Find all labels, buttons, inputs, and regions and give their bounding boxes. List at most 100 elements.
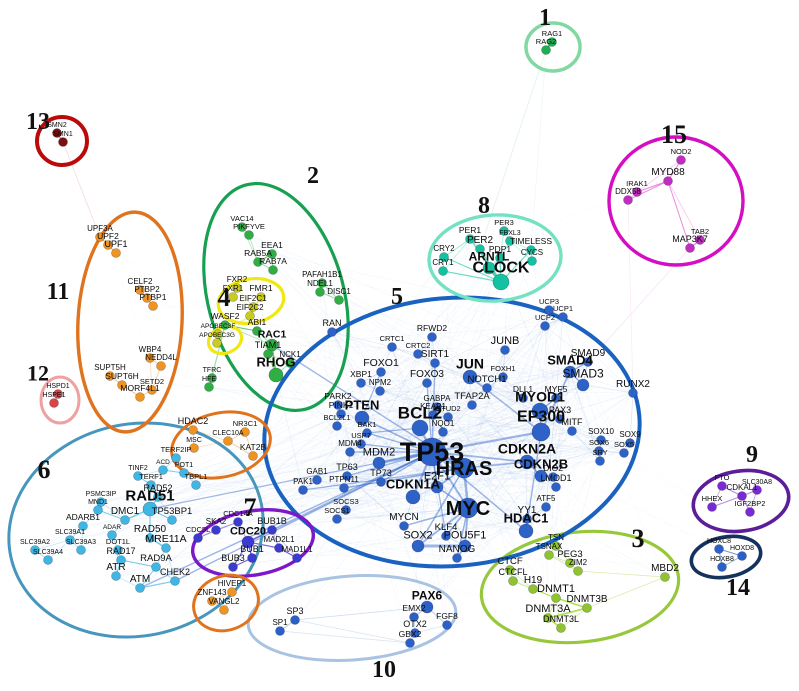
gene-node-LMOD1[interactable]: [551, 482, 561, 492]
gene-node-ARNTL[interactable]: [482, 261, 496, 275]
gene-node-SKA2[interactable]: [211, 525, 221, 535]
gene-node-EMX2[interactable]: [409, 612, 419, 622]
gene-node-BCL2L1[interactable]: [332, 421, 342, 431]
gene-node-DOT1L[interactable]: [113, 545, 123, 555]
gene-node-PAK1[interactable]: [298, 485, 308, 495]
gene-node-CRTC2[interactable]: [413, 349, 423, 359]
gene-node-SMAD9[interactable]: [583, 357, 593, 367]
gene-node-CYCS[interactable]: [527, 256, 537, 266]
gene-node-USP7[interactable]: [356, 439, 366, 449]
gene-node-MDM4[interactable]: [345, 447, 355, 457]
gene-node-FOXO3[interactable]: [422, 378, 432, 388]
gene-node-RAC1[interactable]: [265, 338, 279, 352]
gene-node-HDAC2[interactable]: [188, 425, 198, 435]
gene-node-HDAC1[interactable]: [518, 523, 534, 539]
gene-node-RAN[interactable]: [327, 327, 337, 337]
gene-node-PER2[interactable]: [475, 244, 485, 254]
gene-node-IRAK1[interactable]: [632, 187, 642, 197]
gene-node-EIF2C1[interactable]: [248, 302, 258, 312]
gene-node-PTBP1[interactable]: [148, 301, 158, 311]
gene-node-NPM2[interactable]: [375, 386, 385, 396]
gene-node-MITF[interactable]: [567, 426, 577, 436]
gene-node-DDX58[interactable]: [623, 195, 633, 205]
gene-node-MDM2[interactable]: [372, 456, 386, 470]
gene-node-HOXB8[interactable]: [717, 562, 727, 572]
gene-node-SP1[interactable]: [275, 626, 285, 636]
gene-node-SETD2[interactable]: [147, 385, 157, 395]
gene-node-DISC1[interactable]: [334, 295, 344, 305]
gene-node-HHEX[interactable]: [707, 502, 717, 512]
gene-node-PER1[interactable]: [465, 234, 475, 244]
gene-node-UPF3A[interactable]: [95, 232, 105, 242]
gene-node-EP300[interactable]: [531, 422, 551, 442]
gene-node-TSN[interactable]: [551, 541, 561, 551]
gene-node-RAD17[interactable]: [116, 555, 126, 565]
gene-node-NCK1[interactable]: [285, 358, 295, 368]
gene-node-VANGL2[interactable]: [219, 605, 229, 615]
gene-node-ZNF143[interactable]: [207, 596, 217, 606]
gene-node-DNMT3L[interactable]: [556, 623, 566, 633]
gene-node-TBPL1[interactable]: [191, 480, 201, 490]
gene-node-NQO1[interactable]: [438, 427, 448, 437]
gene-node-BUB3[interactable]: [228, 562, 238, 572]
gene-node-SP3[interactable]: [290, 615, 300, 625]
gene-node-ATR[interactable]: [111, 571, 121, 581]
gene-node-SUPT6H[interactable]: [117, 380, 127, 390]
gene-node-EIF2C2[interactable]: [245, 311, 255, 321]
gene-node-SLC39A1[interactable]: [65, 535, 75, 545]
gene-node-POT1[interactable]: [179, 468, 189, 478]
gene-node-SOX2[interactable]: [411, 539, 425, 553]
gene-node-CDKN2B[interactable]: [534, 469, 548, 483]
gene-node-TIMELESS[interactable]: [526, 245, 536, 255]
gene-node-SLC39A4[interactable]: [43, 555, 53, 565]
gene-node-WASF2[interactable]: [220, 320, 230, 330]
gene-node-IGF2BP2[interactable]: [745, 507, 755, 517]
gene-node-ZIM2[interactable]: [573, 566, 583, 576]
gene-node-GABPA[interactable]: [432, 402, 442, 412]
gene-node-WBP4[interactable]: [145, 353, 155, 363]
gene-node-TFRC[interactable]: [207, 373, 217, 383]
gene-node-MYCN[interactable]: [399, 521, 409, 531]
gene-node-SOX10[interactable]: [596, 435, 606, 445]
gene-node-TINF2[interactable]: [133, 471, 143, 481]
gene-node-MORF4L1[interactable]: [135, 392, 145, 402]
gene-node-DNMT1[interactable]: [551, 593, 561, 603]
gene-node-TSNAX[interactable]: [544, 550, 554, 560]
gene-node-NOD2[interactable]: [676, 155, 686, 165]
gene-node-FBXL3[interactable]: [505, 236, 515, 246]
gene-node-GBX2[interactable]: [405, 638, 415, 648]
gene-node-MYD88[interactable]: [663, 176, 673, 186]
gene-node-FXR1[interactable]: [228, 292, 238, 302]
gene-node-ATM[interactable]: [135, 583, 145, 593]
gene-node-RAB7A[interactable]: [268, 265, 278, 275]
gene-node-PINK1[interactable]: [336, 409, 346, 419]
gene-node-RAG1[interactable]: [547, 37, 557, 47]
gene-node-HOXD8[interactable]: [737, 551, 747, 561]
gene-node-MYC[interactable]: [457, 497, 479, 519]
gene-node-OTUD2[interactable]: [443, 412, 453, 422]
gene-node-ABI1[interactable]: [252, 326, 262, 336]
gene-node-RAB5A[interactable]: [253, 257, 263, 267]
gene-node-DMC1[interactable]: [120, 515, 130, 525]
gene-node-XBP1[interactable]: [356, 378, 366, 388]
gene-node-MSC[interactable]: [189, 443, 199, 453]
gene-node-CDKAL1[interactable]: [737, 491, 747, 501]
gene-node-JUN[interactable]: [462, 369, 478, 385]
gene-node-PSMC3IP[interactable]: [96, 497, 106, 507]
gene-node-SMN2[interactable]: [52, 128, 62, 138]
gene-node-HSPE1[interactable]: [49, 398, 59, 408]
gene-node-TFAP2A[interactable]: [467, 400, 477, 410]
gene-node-PARK2[interactable]: [333, 400, 343, 410]
gene-node-RHOG[interactable]: [268, 367, 284, 383]
gene-node-SLC39A3[interactable]: [76, 545, 86, 555]
gene-node-UCP3[interactable]: [544, 305, 554, 315]
gene-node-UCP2[interactable]: [540, 321, 550, 331]
gene-node-HIVEP1[interactable]: [227, 587, 237, 597]
gene-node-SIRT1[interactable]: [430, 358, 440, 368]
gene-node-CHEK2[interactable]: [170, 576, 180, 586]
gene-node-SOX5[interactable]: [619, 448, 629, 458]
gene-node-KLF4[interactable]: [441, 531, 451, 541]
gene-node-CRY2[interactable]: [439, 252, 449, 262]
gene-node-SMAD4[interactable]: [563, 365, 577, 379]
